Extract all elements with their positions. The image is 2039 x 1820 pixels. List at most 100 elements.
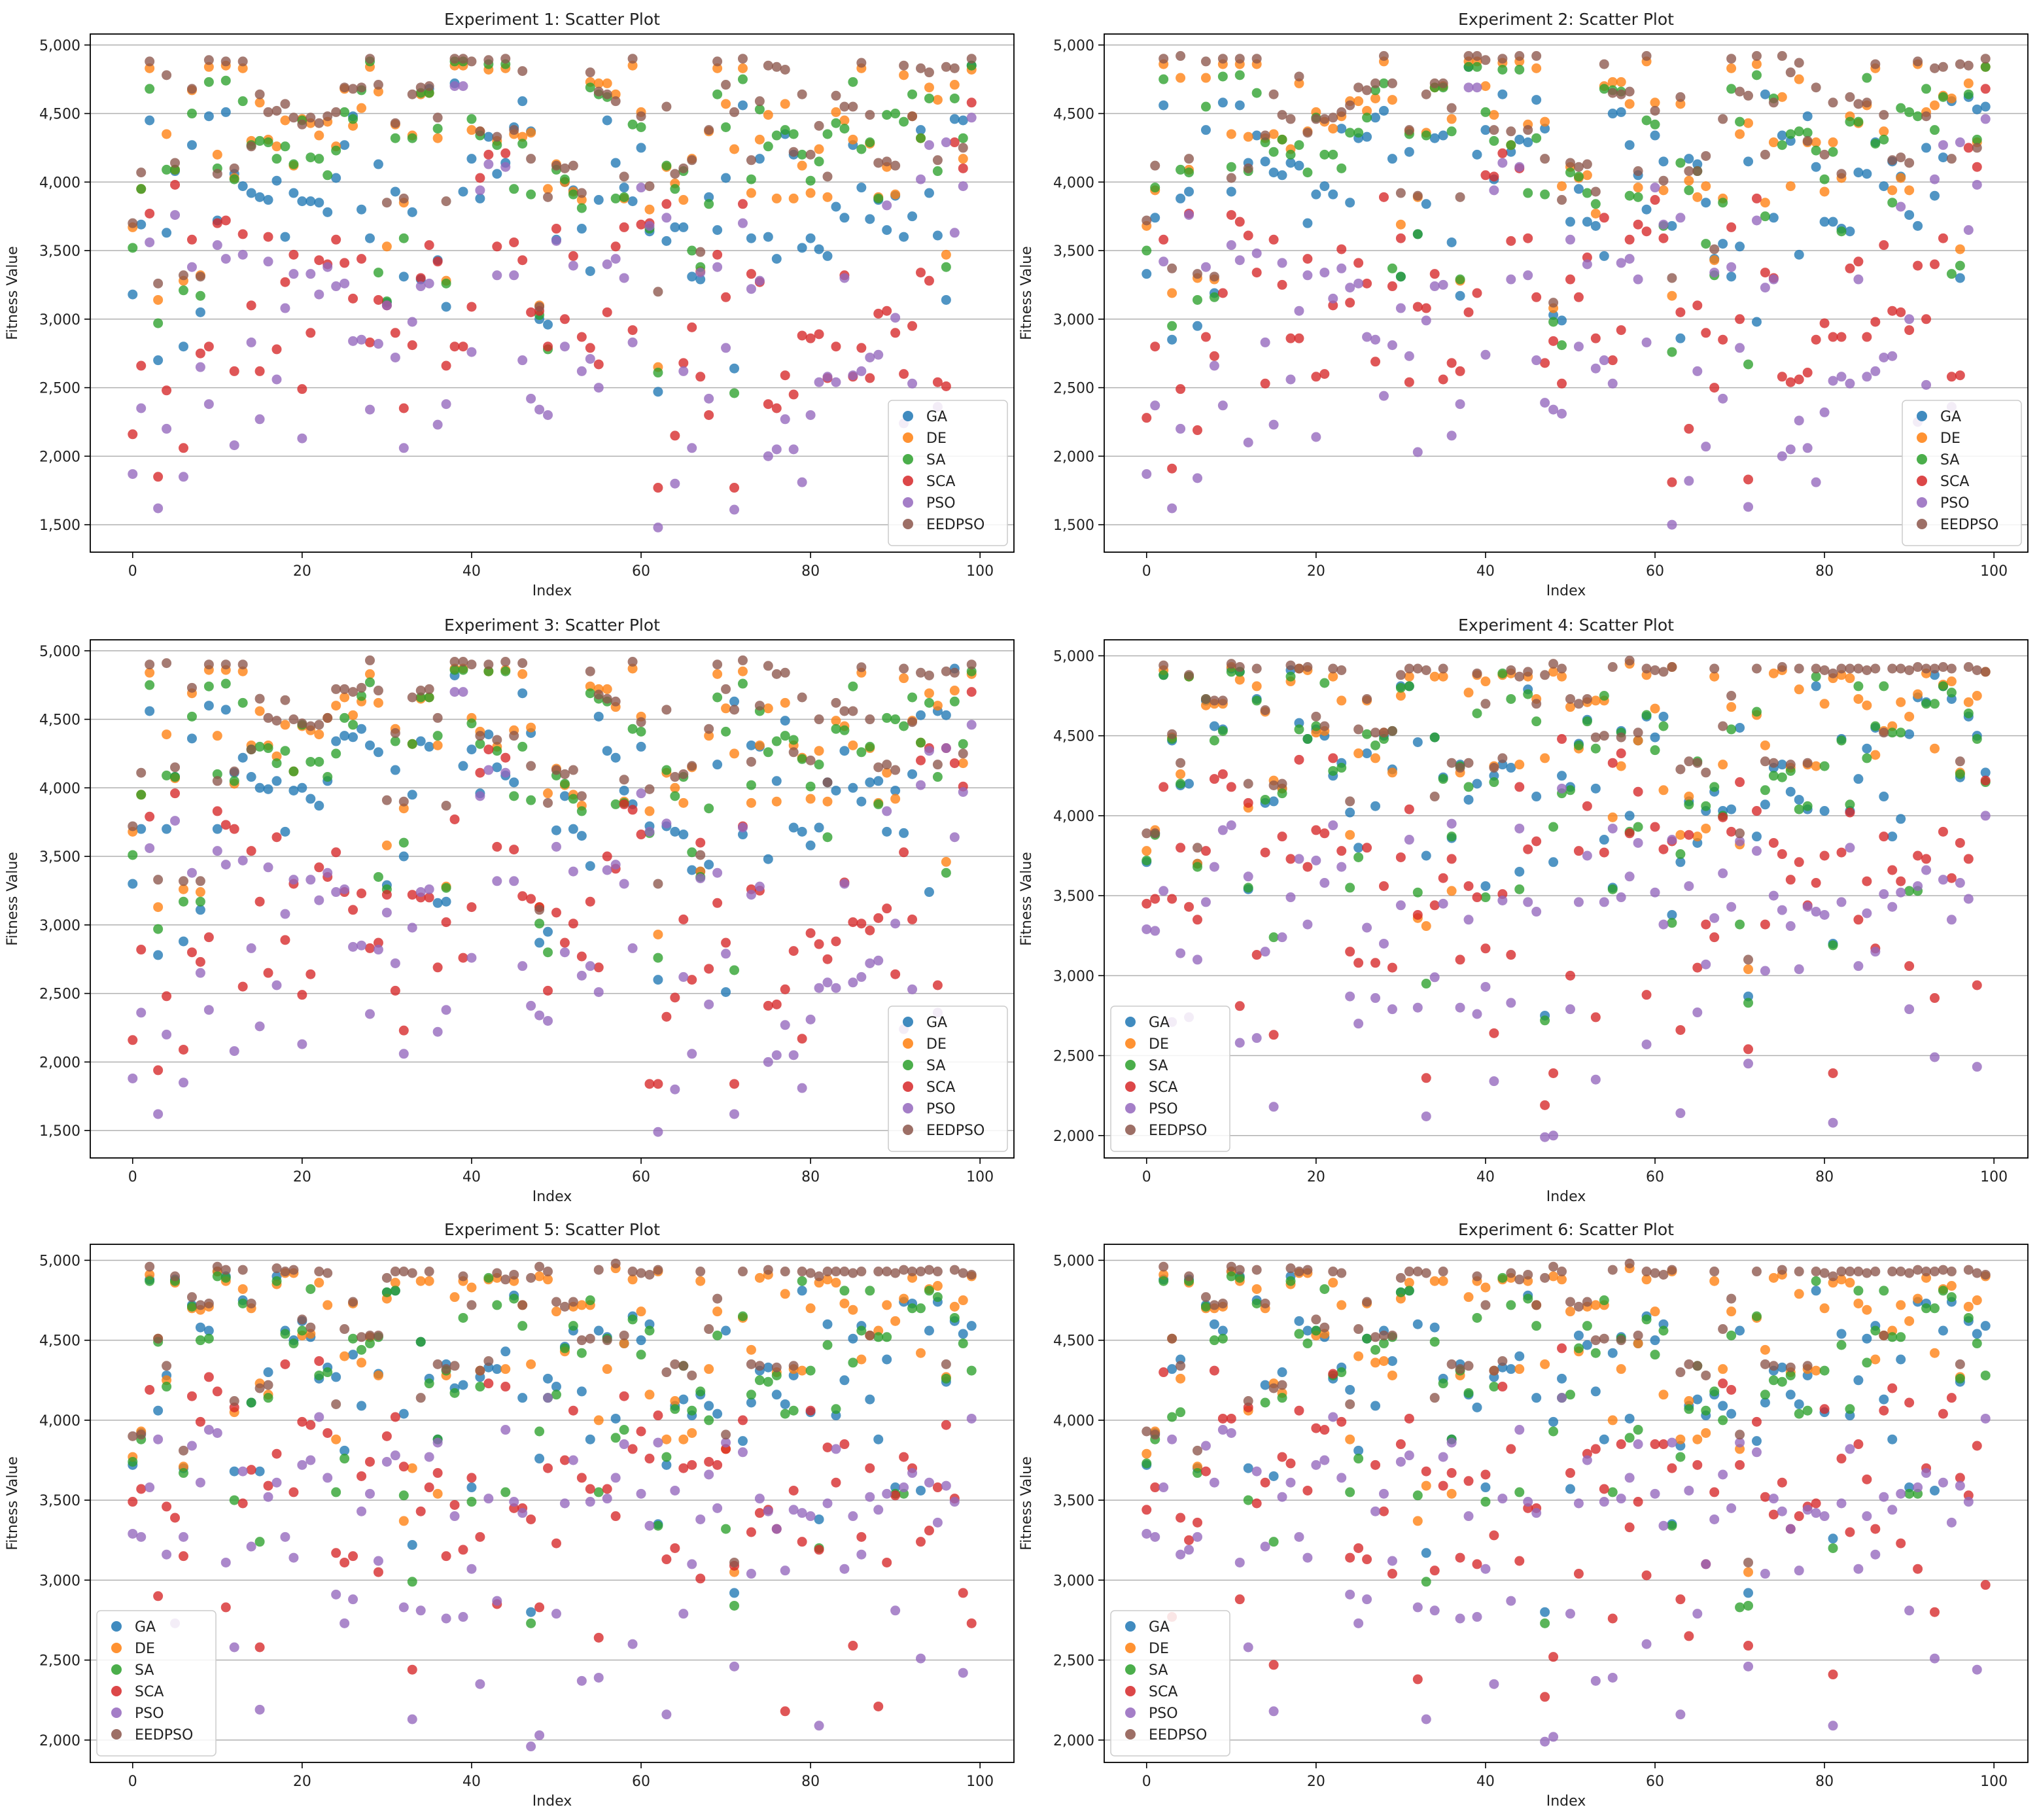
data-point bbox=[1794, 804, 1804, 814]
data-point bbox=[1353, 1445, 1364, 1456]
data-point bbox=[1828, 376, 1838, 386]
data-point bbox=[661, 705, 672, 715]
data-point bbox=[1684, 185, 1694, 196]
data-point bbox=[636, 1335, 646, 1346]
data-point bbox=[1328, 1369, 1338, 1379]
data-point bbox=[1862, 1304, 1872, 1315]
data-point bbox=[415, 82, 426, 93]
data-point bbox=[1921, 143, 1932, 153]
data-point bbox=[340, 684, 350, 694]
data-point bbox=[280, 826, 290, 837]
data-point bbox=[1709, 1276, 1720, 1286]
data-point bbox=[882, 806, 892, 816]
data-point bbox=[661, 101, 672, 112]
data-point bbox=[788, 1505, 799, 1515]
data-point bbox=[1862, 372, 1872, 382]
data-point bbox=[1277, 1492, 1287, 1502]
data-point bbox=[1684, 756, 1694, 767]
data-point bbox=[1531, 63, 1542, 73]
data-point bbox=[1607, 77, 1618, 87]
data-point bbox=[1277, 1380, 1287, 1390]
data-point bbox=[373, 747, 383, 758]
data-point bbox=[162, 991, 172, 1002]
data-point bbox=[1718, 812, 1728, 822]
data-point bbox=[153, 318, 164, 328]
data-point bbox=[1294, 854, 1304, 864]
data-point bbox=[1159, 256, 1169, 267]
data-point bbox=[1565, 785, 1575, 796]
data-point bbox=[357, 1357, 367, 1368]
data-point bbox=[1150, 213, 1160, 223]
data-point bbox=[695, 372, 706, 382]
data-point bbox=[916, 1267, 926, 1277]
data-point bbox=[619, 1425, 629, 1435]
data-point bbox=[1455, 290, 1465, 301]
data-point bbox=[1480, 125, 1491, 135]
data-point bbox=[602, 693, 612, 704]
data-point bbox=[1675, 1434, 1686, 1444]
data-point bbox=[653, 1079, 663, 1089]
data-point bbox=[1887, 1267, 1898, 1277]
data-point bbox=[1234, 1265, 1245, 1275]
data-point bbox=[1209, 774, 1219, 784]
data-point bbox=[619, 879, 629, 889]
data-point bbox=[1234, 217, 1245, 227]
data-point bbox=[1896, 1354, 1906, 1365]
data-point bbox=[475, 767, 485, 778]
data-point bbox=[1277, 258, 1287, 268]
data-point bbox=[1972, 1329, 1982, 1339]
series-pso bbox=[1141, 1393, 1991, 1747]
data-point bbox=[1836, 735, 1847, 746]
data-point bbox=[1362, 1333, 1372, 1344]
data-point bbox=[1463, 1388, 1474, 1398]
data-point bbox=[1557, 1267, 1567, 1277]
data-point bbox=[1946, 1281, 1957, 1291]
data-point bbox=[1590, 186, 1601, 197]
data-point bbox=[1802, 128, 1813, 138]
data-point bbox=[797, 89, 807, 99]
data-point bbox=[1743, 1557, 1754, 1567]
data-point bbox=[263, 1380, 273, 1390]
data-point bbox=[1463, 915, 1474, 925]
data-point bbox=[263, 784, 273, 794]
y-tick-label: 2,500 bbox=[39, 381, 80, 397]
data-point bbox=[610, 696, 621, 707]
data-point bbox=[415, 281, 426, 292]
data-point bbox=[1879, 1492, 1889, 1502]
x-tick-label: 100 bbox=[1980, 1774, 2008, 1790]
data-point bbox=[390, 1412, 400, 1422]
data-point bbox=[771, 130, 782, 141]
data-point bbox=[1251, 130, 1262, 141]
data-point bbox=[1938, 662, 1948, 673]
data-point bbox=[1616, 107, 1626, 117]
data-point bbox=[1845, 226, 1855, 237]
data-point bbox=[1514, 823, 1525, 833]
data-point bbox=[195, 896, 205, 907]
data-point bbox=[1378, 1330, 1389, 1340]
data-point bbox=[1378, 1506, 1389, 1516]
data-point bbox=[593, 86, 604, 97]
data-point bbox=[1345, 128, 1355, 138]
data-point bbox=[229, 1466, 239, 1477]
data-point bbox=[1557, 734, 1567, 744]
data-point bbox=[949, 80, 960, 90]
data-point bbox=[534, 937, 545, 948]
plot-frame bbox=[90, 33, 1015, 553]
data-point bbox=[220, 659, 231, 670]
data-point bbox=[1378, 391, 1389, 401]
data-point bbox=[1641, 990, 1652, 1000]
data-point bbox=[873, 1701, 884, 1711]
data-point bbox=[263, 1480, 273, 1491]
data-point bbox=[1896, 1538, 1906, 1549]
data-point bbox=[1378, 881, 1389, 891]
data-point bbox=[1167, 288, 1177, 298]
data-point bbox=[398, 1025, 409, 1036]
data-point bbox=[636, 183, 646, 193]
data-point bbox=[636, 1426, 646, 1437]
data-point bbox=[1472, 892, 1482, 903]
data-point bbox=[390, 186, 400, 197]
data-point bbox=[822, 1319, 833, 1329]
data-point bbox=[788, 129, 799, 139]
data-point bbox=[517, 355, 528, 366]
